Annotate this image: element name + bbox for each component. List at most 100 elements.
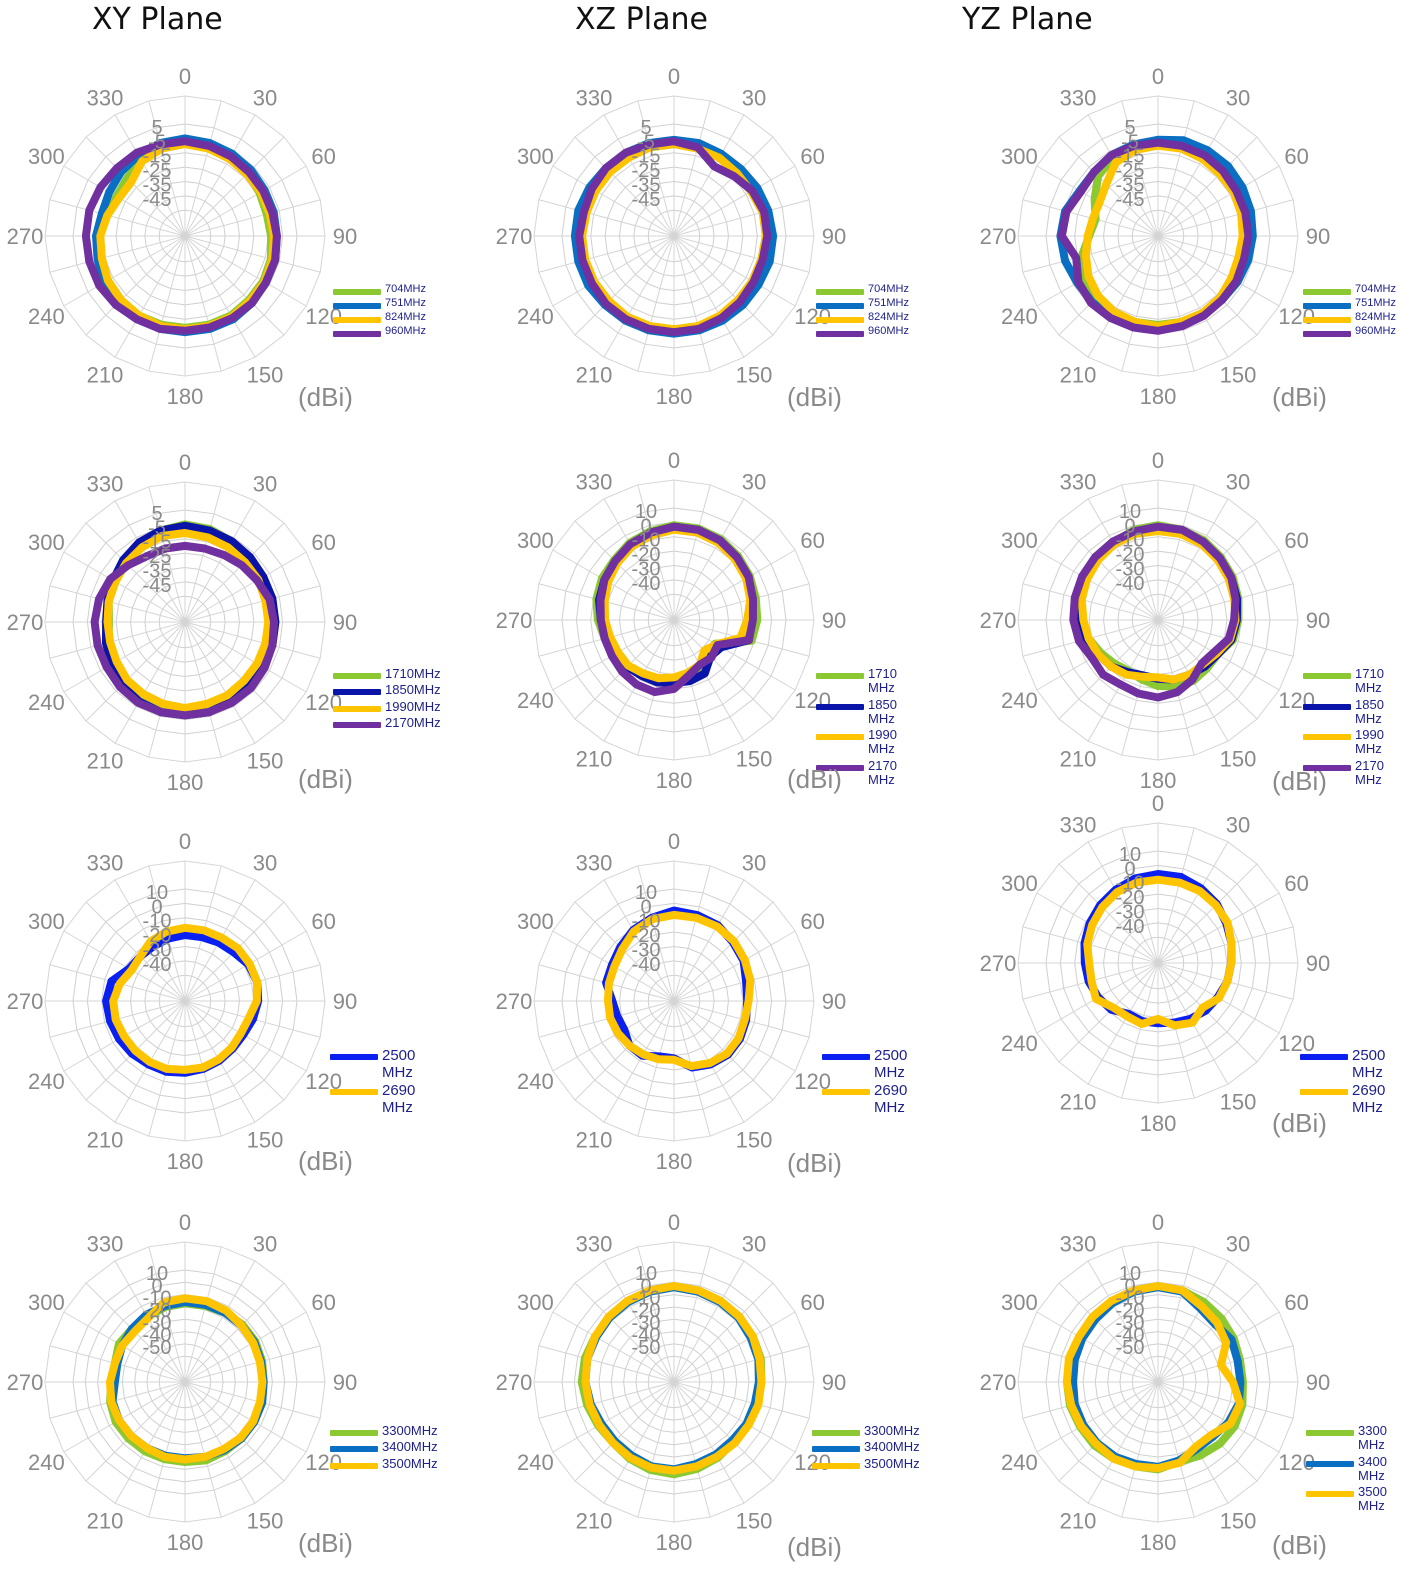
legend-swatch	[330, 1089, 378, 1095]
legend-label: 824MHz	[1355, 311, 1396, 324]
chart-legend: 1710 MHz 1850 MHz 1990 MHz 2170 MHz	[1303, 666, 1395, 789]
radial-tick-label: -40	[143, 954, 172, 976]
angle-tick-label: 210	[576, 1128, 613, 1153]
legend-item: 1710 MHz	[816, 666, 908, 696]
angle-tick-label: 300	[28, 144, 65, 169]
legend-swatch	[816, 331, 864, 338]
angle-tick-label: 270	[7, 224, 44, 249]
radial-tick-label: -40	[1116, 916, 1145, 938]
polar-grid	[44, 481, 326, 763]
angle-tick-label: 180	[656, 1149, 693, 1174]
radial-tick-label: 0	[640, 1275, 651, 1297]
radial-tick-label: 5	[151, 117, 162, 139]
radial-tick-label: 10	[635, 1263, 657, 1285]
angle-tick-label: 90	[333, 989, 357, 1014]
polar-grid	[533, 1241, 815, 1523]
legend-item: 1990 MHz	[816, 728, 908, 757]
angle-tick-label: 300	[1001, 871, 1038, 896]
angle-tick-label: 30	[253, 850, 277, 875]
legend-label: 1990 MHz	[1355, 727, 1384, 757]
polar-grid	[1017, 1241, 1299, 1523]
legend-swatch	[816, 764, 864, 771]
radial-tick-label: 0	[640, 515, 651, 537]
legend-label: 960MHz	[385, 325, 426, 338]
radial-tick-label: 0	[1124, 515, 1135, 537]
radial-tick-label: 10	[635, 501, 657, 523]
legend-label: 3400 MHz	[1358, 1453, 1387, 1483]
angle-tick-label: 270	[980, 608, 1017, 633]
angle-tick-label: 30	[742, 1231, 766, 1256]
legend-item: 824MHz	[1303, 311, 1396, 324]
angle-tick-label: 330	[576, 469, 613, 494]
plane-title-xy: XY Plane	[92, 2, 223, 37]
legend-label: 2690 MHz	[382, 1082, 416, 1116]
angle-tick-label: 180	[167, 1530, 204, 1555]
angle-tick-label: 270	[7, 1370, 44, 1395]
radial-tick-label: -40	[632, 1325, 661, 1347]
angle-tick-label: 240	[517, 688, 554, 713]
radial-tick-label: -35	[632, 174, 661, 196]
series-line-1	[109, 923, 262, 1074]
angle-tick-label: 330	[1060, 1231, 1097, 1256]
legend-label: 704MHz	[1355, 283, 1396, 295]
radial-tick-label: -45	[143, 189, 172, 211]
angle-tick-label: 0	[1152, 448, 1164, 473]
legend-swatch	[333, 689, 381, 696]
angle-tick-label: 300	[28, 530, 65, 555]
radial-tick-label: 0	[640, 896, 651, 918]
angle-tick-label: 30	[1226, 85, 1250, 110]
chart-legend: 704MHz 751MHz 824MHz 960MHz	[333, 283, 426, 339]
legend-label: 960MHz	[1355, 325, 1396, 338]
legend-label: 1710 MHz	[868, 666, 897, 696]
angle-tick-label: 60	[800, 528, 824, 553]
legend-item: 751MHz	[816, 297, 909, 310]
radial-tick-label: -40	[143, 1325, 172, 1347]
angle-tick-label: 150	[736, 747, 773, 772]
chart-legend: 1710 MHz 1850 MHz 1990 MHz 2170 MHz	[816, 666, 908, 789]
angle-tick-label: 0	[179, 829, 191, 854]
radial-tick-label: -10	[632, 911, 661, 933]
angle-tick-label: 240	[28, 304, 65, 329]
radial-tick-label: 10	[146, 1263, 168, 1285]
angle-tick-label: 90	[822, 1370, 846, 1395]
radial-tick-label: -20	[143, 1300, 172, 1322]
angle-tick-label: 270	[7, 989, 44, 1014]
legend-item: 2500 MHz	[330, 1047, 422, 1081]
legend-swatch	[333, 721, 381, 728]
angle-tick-label: 210	[87, 1128, 124, 1153]
radial-tick-label: -10	[632, 1288, 661, 1310]
legend-item: 3300 MHz	[1306, 1423, 1398, 1453]
legend-swatch	[333, 303, 381, 310]
legend-swatch	[812, 1462, 860, 1469]
angle-tick-label: 330	[87, 850, 124, 875]
angle-tick-label: 330	[1060, 812, 1097, 837]
angle-tick-label: 330	[576, 850, 613, 875]
radial-tick-label: -40	[1116, 1325, 1145, 1347]
radial-tick-label: -30	[632, 1312, 661, 1334]
angle-tick-label: 60	[1284, 528, 1308, 553]
series-line-1	[1083, 875, 1236, 1030]
radial-tick-label: -40	[632, 954, 661, 976]
legend-item: 3400 MHz	[1306, 1453, 1398, 1484]
legend-swatch	[330, 1054, 378, 1060]
radial-tick-label: -50	[143, 1337, 172, 1359]
legend-label: 2170 MHz	[1355, 757, 1384, 788]
radial-tick-label: -45	[143, 575, 172, 597]
angle-tick-label: 0	[1152, 64, 1164, 89]
angle-tick-label: 150	[247, 749, 284, 774]
radial-tick-label: -20	[632, 925, 661, 947]
legend-item: 2690 MHz	[822, 1082, 914, 1116]
legend-label: 2500 MHz	[1352, 1047, 1386, 1081]
radial-tick-label: -10	[143, 1288, 172, 1310]
radial-tick-label: -10	[632, 530, 661, 552]
legend-swatch	[333, 331, 381, 338]
radial-tick-label: -20	[1116, 887, 1145, 909]
radial-tick-label: 10	[1119, 844, 1141, 866]
unit-label: (dBi)	[298, 382, 353, 412]
radial-tick-label: 0	[1124, 1275, 1135, 1297]
angle-tick-label: 330	[87, 85, 124, 110]
